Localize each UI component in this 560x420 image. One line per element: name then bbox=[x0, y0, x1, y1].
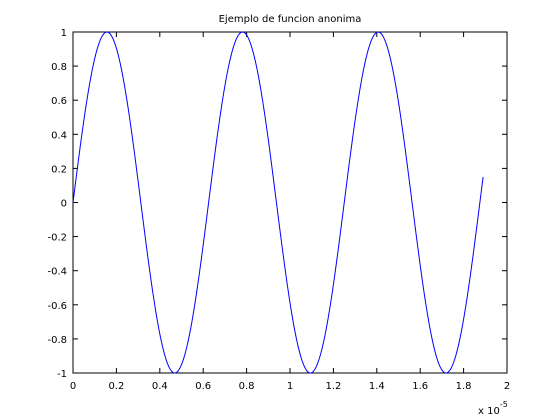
y-tick-label: 0.4 bbox=[51, 130, 67, 141]
x-tick-label: 0.6 bbox=[195, 381, 211, 392]
x-tick-label: 0.8 bbox=[239, 381, 255, 392]
series-layer bbox=[72, 31, 484, 374]
plot-area bbox=[72, 31, 508, 374]
y-tick-label: 0 bbox=[61, 199, 67, 210]
y-tick-label: 0.6 bbox=[51, 96, 67, 107]
y-tick-label: -0.8 bbox=[47, 335, 67, 346]
y-tick-label: -0.6 bbox=[47, 301, 67, 312]
y-tick-label: 0.8 bbox=[51, 62, 67, 73]
x-tick-label: 0 bbox=[70, 381, 76, 392]
x-axis-exponent-base: x 10 bbox=[478, 406, 500, 417]
x-axis-exponent-power: -5 bbox=[500, 400, 508, 409]
x-axis-ticks: 0 0.2 0.4 0.6 0.8 1 1.2 1.4 1.6 1.8 2 bbox=[70, 32, 510, 392]
chart-title: Ejemplo de funcion anonima bbox=[219, 14, 362, 25]
y-tick-label: -1 bbox=[57, 369, 67, 380]
x-tick-label: 0.4 bbox=[152, 381, 168, 392]
x-tick-label: 1.2 bbox=[325, 381, 341, 392]
x-tick-label: 1.8 bbox=[456, 381, 472, 392]
series-line bbox=[72, 31, 484, 374]
y-tick-label: -0.4 bbox=[47, 267, 67, 278]
x-tick-label: 1.6 bbox=[412, 381, 428, 392]
y-tick-label: 0.2 bbox=[51, 164, 67, 175]
x-tick-label: 0.2 bbox=[108, 381, 124, 392]
x-axis-exponent-label: x 10-5 bbox=[478, 400, 508, 417]
y-axis-ticks: -1 -0.8 -0.6 -0.4 -0.2 0 0.2 0.4 0.6 0.8 1 bbox=[47, 28, 507, 380]
x-tick-label: 2 bbox=[504, 381, 510, 392]
y-tick-label: -0.2 bbox=[47, 233, 67, 244]
x-tick-label: 1.4 bbox=[369, 381, 385, 392]
y-tick-label: 1 bbox=[61, 28, 67, 39]
x-tick-label: 1 bbox=[287, 381, 293, 392]
